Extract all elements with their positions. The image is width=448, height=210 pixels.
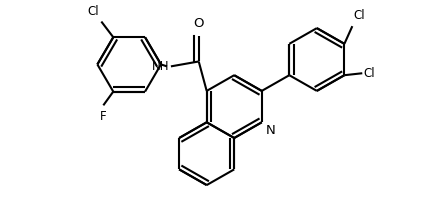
Text: Cl: Cl bbox=[363, 67, 375, 80]
Text: NH: NH bbox=[151, 60, 169, 73]
Text: N: N bbox=[266, 124, 276, 137]
Text: Cl: Cl bbox=[88, 5, 99, 18]
Text: Cl: Cl bbox=[353, 9, 365, 22]
Text: O: O bbox=[194, 17, 204, 30]
Text: F: F bbox=[100, 110, 107, 123]
